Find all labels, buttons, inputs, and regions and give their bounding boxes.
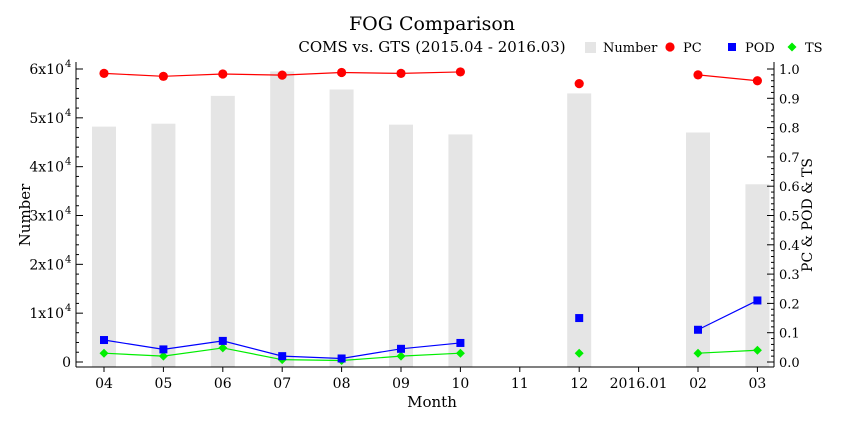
pc-point [693,70,703,80]
pod-point [456,338,465,347]
x-tick-label: 09 [392,376,410,392]
left-tick-label: 0 [62,355,71,371]
legend-label: Number [603,41,658,56]
pod-point [218,336,227,345]
pc-line [697,74,758,82]
pod-point [337,354,346,363]
x-tick-label: 11 [511,376,529,392]
ts-line [697,349,758,354]
x-tick-label: 04 [95,376,113,392]
x-axis-label: Month [407,393,457,411]
ts-point [158,351,168,361]
legend-label: TS [805,41,823,56]
pc-point [396,68,406,78]
left-tick-label: 5x10 [29,111,64,127]
pod-point [753,296,762,305]
number-bar [567,93,592,368]
left-tick-exponent: 4 [65,303,71,314]
number-bars [92,71,770,368]
right-tick-label: 0.7 [779,151,800,166]
legend-label: PC [683,41,702,56]
pod-point [278,352,287,361]
right-tick-label: 0.5 [779,210,800,225]
number-bar [329,89,354,367]
left-tick-label: 1x10 [29,306,64,322]
x-tick-label: 03 [748,376,766,392]
number-bar [210,95,235,367]
left-tick-label: 2x10 [29,257,64,273]
pod-point [100,336,108,345]
right-tick-label: 0.1 [779,327,800,342]
right-axis-label: PC & POD & TS [800,158,816,272]
ts-point [752,345,762,355]
pc-point [337,67,347,78]
pod-point [159,345,168,354]
x-tick-label: 12 [570,376,588,392]
legend-pc-swatch [665,42,675,52]
number-bar [448,134,473,367]
x-tick-label: 06 [214,376,232,392]
right-tick-label: 1.0 [779,63,800,78]
legend-number-swatch [585,42,596,53]
ts-point [99,348,109,358]
pc-point [455,67,465,77]
pc-point [752,76,763,86]
left-axis-label: Number [16,183,34,246]
right-tick-label: 0.0 [779,356,800,371]
legend: Number PC POD TS [585,41,823,56]
legend-ts-swatch [787,42,797,52]
right-tick-label: 0.4 [779,239,800,254]
left-tick-exponent: 4 [65,254,71,265]
pod-point [694,325,702,334]
pc-point [218,69,228,79]
x-tick-label: 07 [273,376,291,392]
number-bar [389,124,413,367]
right-tick-label: 0.6 [779,180,800,195]
left-tick-label: 3x10 [29,209,64,225]
right-tick-label: 0.9 [779,92,800,107]
x-tick-label: 05 [154,376,172,392]
pc-point [277,70,287,80]
right-tick-label: 0.2 [779,297,800,312]
right-axis-ticks: 0.0 0.1 0.2 0.3 0.4 0.5 0.6 0.7 0.8 0.9 1.0 [767,63,800,371]
legend-pod-swatch [728,43,736,51]
score-lines [99,67,763,366]
pc-point [158,71,168,81]
legend-label: POD [745,41,775,56]
pod-point [397,344,405,353]
left-tick-exponent: 4 [65,108,71,119]
x-axis-ticks: 04 05 06 07 08 09 10 11 12 2016.01 02 03 [95,367,766,392]
number-bar [745,184,770,367]
pod-point [575,314,584,323]
pc-point [574,79,584,89]
number-bar [92,126,116,367]
number-bar [151,123,176,368]
right-tick-label: 0.8 [779,122,800,137]
left-tick-exponent: 4 [65,157,71,168]
left-tick-exponent: 4 [65,206,71,217]
left-tick-label: 4x10 [29,160,64,176]
ts-point [218,343,228,353]
x-tick-label: 08 [333,376,351,392]
pod-line [697,299,758,331]
ts-point [396,351,406,361]
right-tick-label: 0.3 [779,268,800,283]
x-tick-label: 2016.01 [610,376,668,392]
ts-point [455,348,465,358]
left-tick-label: 6x10 [29,62,64,78]
x-tick-label: 10 [451,376,469,392]
number-bar [270,71,295,368]
left-tick-exponent: 4 [65,59,71,70]
pc-point [99,68,109,78]
chart-subtitle: COMS vs. GTS (2015.04 - 2016.03) [298,38,565,56]
ts-point [574,348,584,358]
x-tick-label: 02 [689,376,707,392]
chart-title: FOG Comparison [349,13,515,35]
ts-point [693,348,703,358]
